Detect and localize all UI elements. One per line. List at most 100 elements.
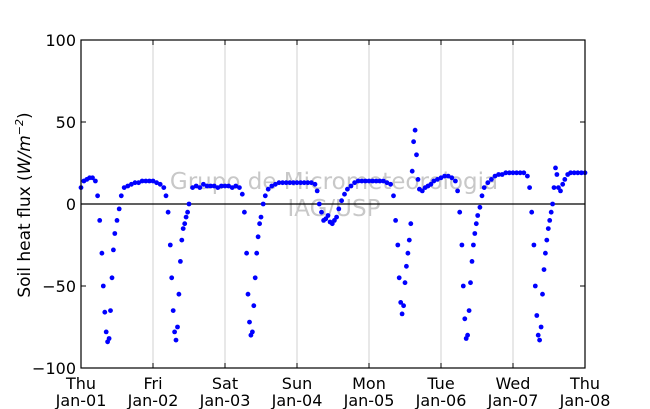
data-point-0-107 [352, 180, 357, 186]
data-point-0-128 [406, 237, 412, 243]
data-point-0-10 [102, 309, 108, 315]
data-point-0-161 [477, 204, 483, 210]
y-tick-label-3: 50 [56, 113, 76, 132]
data-point-0-67 [247, 319, 252, 325]
data-point-0-151 [462, 316, 468, 322]
data-point-0-39 [173, 337, 179, 343]
data-point-0-111 [366, 178, 372, 184]
x-tick-date-6: Jan-07 [487, 391, 539, 409]
x-tick-date-7: Jan-08 [559, 391, 611, 409]
data-point-0-38 [172, 329, 178, 335]
data-point-0-7 [97, 218, 103, 223]
data-point-0-33 [163, 193, 169, 199]
data-point-0-117 [388, 181, 393, 187]
data-point-0-70 [251, 303, 257, 309]
data-point-0-192 [551, 185, 557, 191]
data-point-0-27 [143, 178, 149, 184]
data-point-0-25 [136, 180, 142, 186]
data-point-0-86 [294, 180, 300, 186]
data-point-0-109 [359, 178, 365, 184]
data-point-0-102 [336, 206, 342, 212]
data-point-0-125 [402, 280, 408, 286]
y-tick-label-0: −100 [32, 359, 76, 378]
data-point-0-92 [314, 188, 320, 194]
data-point-0-101 [334, 214, 339, 220]
data-point-0-52 [201, 181, 206, 187]
data-point-0-9 [100, 283, 106, 289]
data-point-0-184 [540, 291, 545, 297]
data-point-0-129 [408, 221, 414, 227]
data-point-0-11 [103, 329, 109, 335]
y-tick-label-4: 100 [45, 31, 76, 50]
data-point-0-54 [208, 183, 214, 189]
data-point-0-201 [571, 170, 577, 176]
data-point-0-133 [414, 152, 419, 158]
data-point-0-81 [276, 180, 282, 186]
data-point-0-143 [442, 173, 447, 179]
data-point-0-180 [534, 313, 540, 318]
data-point-0-168 [499, 172, 505, 177]
data-point-0-147 [455, 188, 460, 194]
data-point-0-62 [237, 185, 242, 191]
data-point-0-139 [428, 181, 434, 187]
data-point-0-51 [197, 185, 203, 191]
data-point-0-121 [396, 275, 402, 281]
x-tick-day-0: Thu [65, 374, 96, 393]
data-point-0-118 [391, 193, 396, 199]
data-point-0-178 [531, 242, 537, 248]
data-point-0-55 [211, 183, 217, 189]
data-point-0-64 [242, 209, 247, 215]
data-point-0-191 [550, 201, 555, 207]
data-point-0-156 [469, 259, 475, 264]
data-point-0-126 [404, 263, 409, 269]
x-tick-day-4: Mon [352, 374, 386, 393]
data-point-0-183 [538, 324, 544, 330]
data-point-0-103 [339, 198, 344, 204]
data-point-0-76 [260, 201, 266, 207]
x-tick-day-2: Sat [212, 374, 238, 393]
data-point-0-149 [459, 242, 465, 248]
data-point-0-35 [167, 242, 173, 248]
data-point-0-24 [132, 180, 138, 186]
data-point-0-174 [521, 170, 527, 176]
data-point-0-186 [543, 250, 548, 256]
data-point-0-79 [269, 183, 275, 189]
x-tick-day-6: Wed [496, 374, 531, 393]
data-point-0-124 [401, 303, 406, 309]
data-point-0-72 [254, 250, 260, 256]
data-point-0-94 [319, 209, 324, 215]
data-point-0-47 [185, 209, 191, 215]
data-point-0-66 [245, 291, 251, 297]
data-point-0-46 [183, 214, 189, 220]
data-point-0-196 [558, 188, 563, 194]
data-point-0-189 [547, 218, 553, 223]
x-tick-date-0: Jan-01 [55, 391, 107, 409]
data-point-0-22 [125, 183, 131, 189]
data-point-0-13 [106, 336, 112, 341]
data-point-0-71 [252, 275, 258, 281]
data-point-0-73 [255, 234, 261, 240]
data-point-0-20 [118, 193, 124, 199]
data-point-0-193 [553, 165, 558, 171]
x-axis-ticks: ThuJan-01FriJan-02SatJan-03SunJan-04MonJ… [55, 40, 611, 409]
data-point-0-50 [193, 183, 199, 189]
data-point-0-44 [180, 226, 186, 232]
data-point-0-116 [384, 180, 390, 186]
data-point-0-63 [239, 191, 245, 197]
data-point-0-198 [562, 177, 568, 182]
x-tick-date-3: Jan-04 [271, 391, 323, 409]
data-point-0-89 [305, 180, 311, 186]
data-point-0-146 [453, 178, 458, 184]
data-point-0-56 [215, 185, 221, 191]
data-point-0-23 [129, 181, 134, 187]
y-axis-ticks: −100 −50 0 50 100 [32, 31, 585, 378]
data-point-0-115 [381, 178, 386, 184]
data-point-0-16 [111, 247, 116, 253]
data-point-0-188 [545, 226, 551, 232]
data-point-0-202 [575, 170, 581, 176]
data-point-0-37 [170, 308, 176, 313]
data-point-0-200 [568, 170, 573, 176]
data-point-0-17 [112, 231, 118, 236]
data-point-0-30 [154, 180, 160, 186]
